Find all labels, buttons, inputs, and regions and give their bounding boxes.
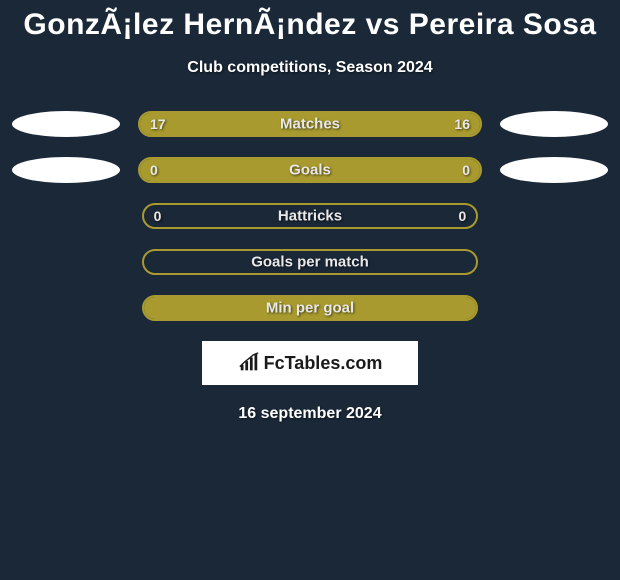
stat-bar: 0 Hattricks 0 — [142, 203, 479, 229]
stat-label: Matches — [280, 116, 340, 133]
brand-text: FcTables.com — [238, 352, 383, 374]
stat-label: Hattricks — [278, 208, 342, 225]
subtitle: Club competitions, Season 2024 — [0, 59, 620, 77]
stat-label: Min per goal — [266, 300, 354, 317]
stat-value-right: 16 — [454, 116, 470, 132]
stat-row: 17 Matches 16 — [0, 111, 620, 137]
player-left-oval — [12, 111, 120, 137]
stats-area: 17 Matches 16 0 Goals 0 0 Hattricks 0 Goals per m… — [0, 111, 620, 321]
page-title: GonzÃ¡lez HernÃ¡ndez vs Pereira Sosa — [0, 8, 620, 41]
stat-row: Min per goal — [0, 295, 620, 321]
stat-value-right: 0 — [462, 162, 470, 178]
player-left-oval — [12, 157, 120, 183]
stat-row: 0 Hattricks 0 — [0, 203, 620, 229]
stat-bar: Min per goal — [142, 295, 479, 321]
stat-value-right: 0 — [459, 208, 467, 224]
bar-fill-right — [310, 159, 480, 181]
comparison-card: GonzÃ¡lez HernÃ¡ndez vs Pereira Sosa Clu… — [0, 0, 620, 423]
player-right-oval — [500, 157, 608, 183]
stat-value-left: 0 — [154, 208, 162, 224]
brand-badge: FcTables.com — [202, 341, 418, 385]
stat-row: Goals per match — [0, 249, 620, 275]
stat-row: 0 Goals 0 — [0, 157, 620, 183]
stat-value-left: 17 — [150, 116, 166, 132]
player-right-oval — [500, 111, 608, 137]
date-line: 16 september 2024 — [0, 405, 620, 423]
brand-label: FcTables.com — [264, 353, 383, 374]
stat-value-left: 0 — [150, 162, 158, 178]
bar-fill-left — [140, 159, 310, 181]
chart-icon — [238, 352, 260, 374]
stat-bar: Goals per match — [142, 249, 479, 275]
stat-label: Goals per match — [251, 254, 369, 271]
stat-bar: 17 Matches 16 — [138, 111, 482, 137]
stat-bar: 0 Goals 0 — [138, 157, 482, 183]
stat-label: Goals — [289, 162, 331, 179]
